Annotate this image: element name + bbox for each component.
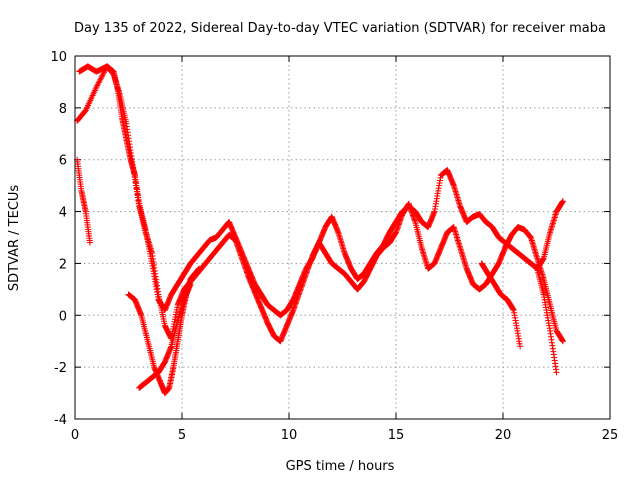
series-track-6 — [478, 260, 524, 350]
x-tick-label: 0 — [71, 428, 79, 443]
x-tick-label: 5 — [178, 428, 186, 443]
series-track-7 — [534, 265, 560, 376]
x-tick-label: 20 — [495, 428, 512, 443]
series-track-5 — [136, 281, 194, 391]
y-tick-label: 4 — [59, 206, 67, 221]
series-track-3 — [74, 156, 93, 246]
data-point — [559, 198, 566, 205]
y-axis-label: SDTVAR / TECUs — [7, 185, 22, 292]
x-axis-label: GPS time / hours — [286, 459, 395, 474]
series-track-2 — [76, 63, 566, 345]
y-tick-label: 6 — [59, 154, 67, 169]
chart-title: Day 135 of 2022, Sidereal Day-to-day VTE… — [74, 21, 606, 36]
y-tick-label: 10 — [50, 50, 67, 65]
plot-frame — [74, 55, 611, 420]
y-tick-labels: -4 -2 0 2 4 6 8 10 — [50, 50, 67, 428]
data-point — [86, 239, 93, 246]
grid-lines — [75, 56, 610, 419]
data-point — [187, 281, 194, 288]
y-tick-label: 8 — [59, 102, 67, 117]
x-tick-label: 10 — [281, 428, 298, 443]
y-tick-label: -2 — [54, 361, 67, 376]
data-point — [81, 108, 88, 115]
x-tick-label: 15 — [388, 428, 405, 443]
y-tick-label: 2 — [59, 257, 67, 272]
data-point — [553, 369, 560, 376]
data-points — [74, 63, 566, 397]
data-point — [559, 338, 566, 345]
y-tick-label: 0 — [59, 309, 67, 324]
data-point — [196, 265, 203, 272]
x-tick-labels: 0 5 10 15 20 25 — [71, 428, 618, 443]
x-tick-label: 25 — [602, 428, 619, 443]
data-point — [517, 343, 524, 350]
y-tick-label: -4 — [54, 413, 67, 428]
